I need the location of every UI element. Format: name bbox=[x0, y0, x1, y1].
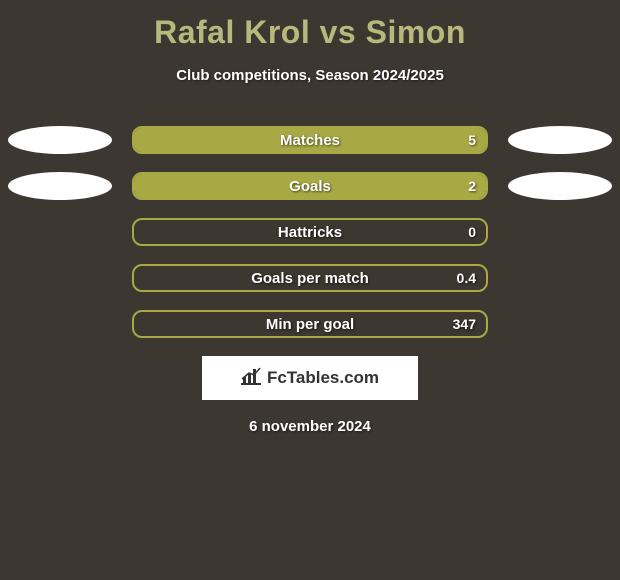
stat-bar: Hattricks 0 bbox=[132, 218, 488, 246]
stat-bar: Goals 2 bbox=[132, 172, 488, 200]
comparison-subtitle: Club competitions, Season 2024/2025 bbox=[0, 67, 620, 84]
stat-label: Hattricks bbox=[278, 224, 342, 241]
chart-icon bbox=[241, 367, 261, 390]
stat-bar: Goals per match 0.4 bbox=[132, 264, 488, 292]
stat-row: Goals 2 bbox=[8, 172, 612, 200]
stat-label: Goals per match bbox=[251, 270, 369, 287]
player-left-oval bbox=[8, 172, 112, 200]
stat-row: Hattricks 0 bbox=[8, 218, 612, 246]
player-right-oval bbox=[508, 126, 612, 154]
stat-value-right: 0 bbox=[468, 224, 476, 240]
stat-label: Min per goal bbox=[266, 316, 354, 333]
comparison-title: Rafal Krol vs Simon bbox=[0, 0, 620, 51]
date-text: 6 november 2024 bbox=[0, 418, 620, 435]
stat-value-right: 5 bbox=[468, 132, 476, 148]
stat-value-right: 2 bbox=[468, 178, 476, 194]
stat-bar: Matches 5 bbox=[132, 126, 488, 154]
site-logo: FcTables.com bbox=[241, 367, 379, 390]
stat-bar: Min per goal 347 bbox=[132, 310, 488, 338]
stat-value-right: 0.4 bbox=[457, 270, 476, 286]
stat-label: Matches bbox=[280, 132, 340, 149]
stat-row: Matches 5 bbox=[8, 126, 612, 154]
logo-box: FcTables.com bbox=[202, 356, 418, 400]
stat-row: Goals per match 0.4 bbox=[8, 264, 612, 292]
player-left-oval bbox=[8, 126, 112, 154]
stat-value-right: 347 bbox=[453, 316, 476, 332]
logo-label: FcTables.com bbox=[267, 368, 379, 388]
player-right-oval bbox=[508, 172, 612, 200]
stat-row: Min per goal 347 bbox=[8, 310, 612, 338]
stat-label: Goals bbox=[289, 178, 331, 195]
stats-container: Matches 5 Goals 2 Hattricks 0 Goals per match 0… bbox=[0, 126, 620, 338]
